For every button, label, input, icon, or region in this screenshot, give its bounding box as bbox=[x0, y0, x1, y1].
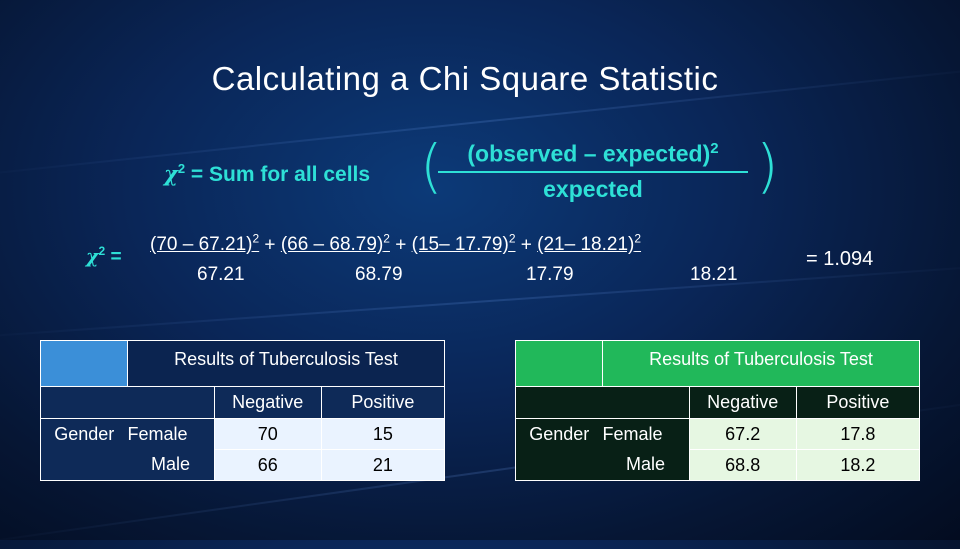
sum-text: Sum for all cells bbox=[208, 163, 371, 186]
table-caption: Results of Tuberculosis Test bbox=[127, 340, 445, 387]
observed-table: Results of Tuberculosis Test Negative Po… bbox=[40, 340, 446, 481]
column-header-negative: Negative bbox=[213, 386, 322, 419]
chi-exponent: 2 bbox=[177, 161, 186, 176]
calc-lhs: χ2 = bbox=[86, 244, 122, 268]
general-formula: χ2 = Sum for all cells ( (observed – exp… bbox=[158, 132, 798, 208]
close-paren: ) bbox=[756, 132, 779, 200]
row-label-male: Male bbox=[127, 449, 215, 481]
term-4-numerator: (21– 18.21)2 bbox=[537, 232, 642, 256]
term-1-denominator: 67.21 bbox=[197, 264, 245, 285]
formula-fraction: (observed – expected)2 expected bbox=[438, 140, 748, 203]
chi-square-result: = 1.094 bbox=[806, 248, 874, 270]
equals-sign: = bbox=[185, 163, 209, 186]
cell-male-positive: 18.2 bbox=[795, 449, 921, 481]
cell-male-positive: 21 bbox=[320, 449, 446, 481]
cell-female-negative: 67.2 bbox=[688, 418, 797, 450]
group-label-spacer bbox=[515, 449, 603, 481]
term-2-numerator: (66 – 68.79)2 bbox=[280, 232, 390, 256]
cell-male-negative: 66 bbox=[213, 449, 322, 481]
term-4-denominator: 18.21 bbox=[690, 264, 738, 285]
cell-female-positive: 17.8 bbox=[795, 418, 921, 450]
column-header-positive: Positive bbox=[320, 386, 446, 419]
row-label-male: Male bbox=[602, 449, 690, 481]
corner-cell bbox=[40, 340, 128, 387]
row-label-female: Female bbox=[127, 418, 215, 450]
row-label-female: Female bbox=[602, 418, 690, 450]
term-2-denominator: 68.79 bbox=[355, 264, 403, 285]
cell-male-negative: 68.8 bbox=[688, 449, 797, 481]
term-1-numerator: (70 – 67.21)2 bbox=[150, 232, 260, 256]
formula-lhs: χ2 = Sum for all cells bbox=[164, 161, 370, 187]
corner-cell bbox=[515, 340, 603, 387]
group-label-spacer bbox=[40, 449, 128, 481]
cell-female-positive: 15 bbox=[320, 418, 446, 450]
blank-header-cell bbox=[515, 386, 690, 419]
slide-title: Calculating a Chi Square Statistic bbox=[211, 60, 719, 97]
column-header-positive: Positive bbox=[795, 386, 921, 419]
table-caption: Results of Tuberculosis Test bbox=[602, 340, 920, 387]
formula-numerator: (observed – expected)2 bbox=[438, 140, 748, 173]
blank-header-cell bbox=[40, 386, 215, 419]
expected-table: Results of Tuberculosis Test Negative Po… bbox=[515, 340, 921, 481]
column-header-negative: Negative bbox=[688, 386, 797, 419]
open-paren: ( bbox=[420, 132, 443, 200]
group-label: Gender bbox=[515, 418, 603, 450]
calc-numerators: (70 – 67.21)2 + (66 – 68.79)2 + (15– 17.… bbox=[150, 232, 642, 256]
chi-symbol: χ bbox=[164, 161, 178, 186]
group-label: Gender bbox=[40, 418, 128, 450]
term-3-denominator: 17.79 bbox=[526, 264, 574, 285]
term-3-numerator: (15– 17.79)2 bbox=[411, 232, 516, 256]
cell-female-negative: 70 bbox=[213, 418, 322, 450]
formula-denominator: expected bbox=[543, 175, 643, 202]
